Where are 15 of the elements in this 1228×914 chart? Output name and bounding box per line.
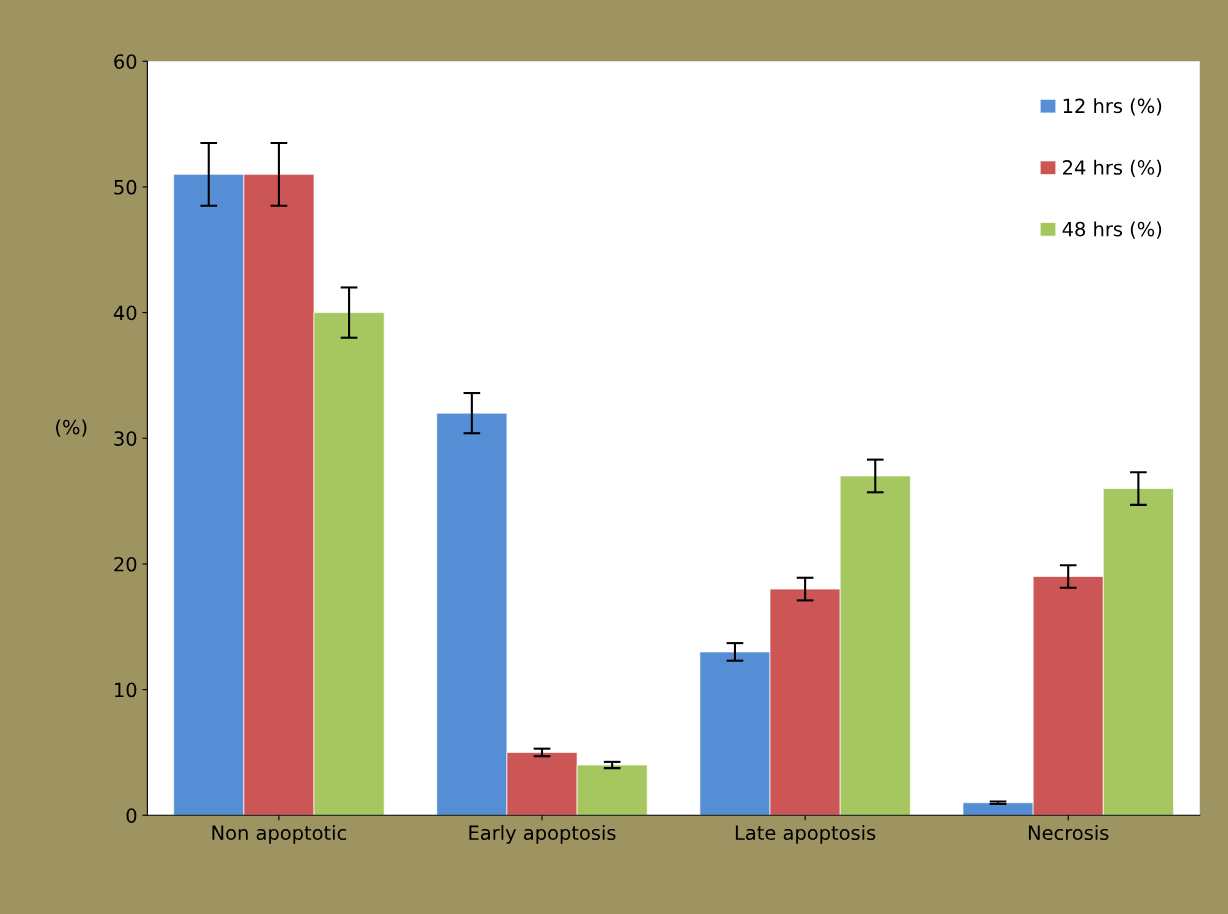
y-axis-title: (%) <box>56 419 87 437</box>
legend-label: 12 hrs (%) <box>1063 98 1162 116</box>
x-tick-label: Early apoptosis <box>469 825 616 844</box>
x-tick-label: Non apoptotic <box>212 825 347 844</box>
y-tick-label: 10 <box>115 682 137 698</box>
y-tick-label: 50 <box>114 179 137 195</box>
x-tick-label: Late apoptosis <box>735 825 876 844</box>
legend-label: 48 hrs (%) <box>1062 221 1162 239</box>
y-tick-label: 40 <box>113 305 137 321</box>
x-tick-label: Necrosis <box>1028 825 1109 841</box>
y-tick-label: 30 <box>114 431 137 446</box>
y-tick-label: 20 <box>114 556 137 572</box>
y-tick-label: 60 <box>114 54 137 69</box>
y-tick-label: 0 <box>126 808 137 823</box>
legend-label: 24 hrs (%) <box>1063 159 1162 178</box>
